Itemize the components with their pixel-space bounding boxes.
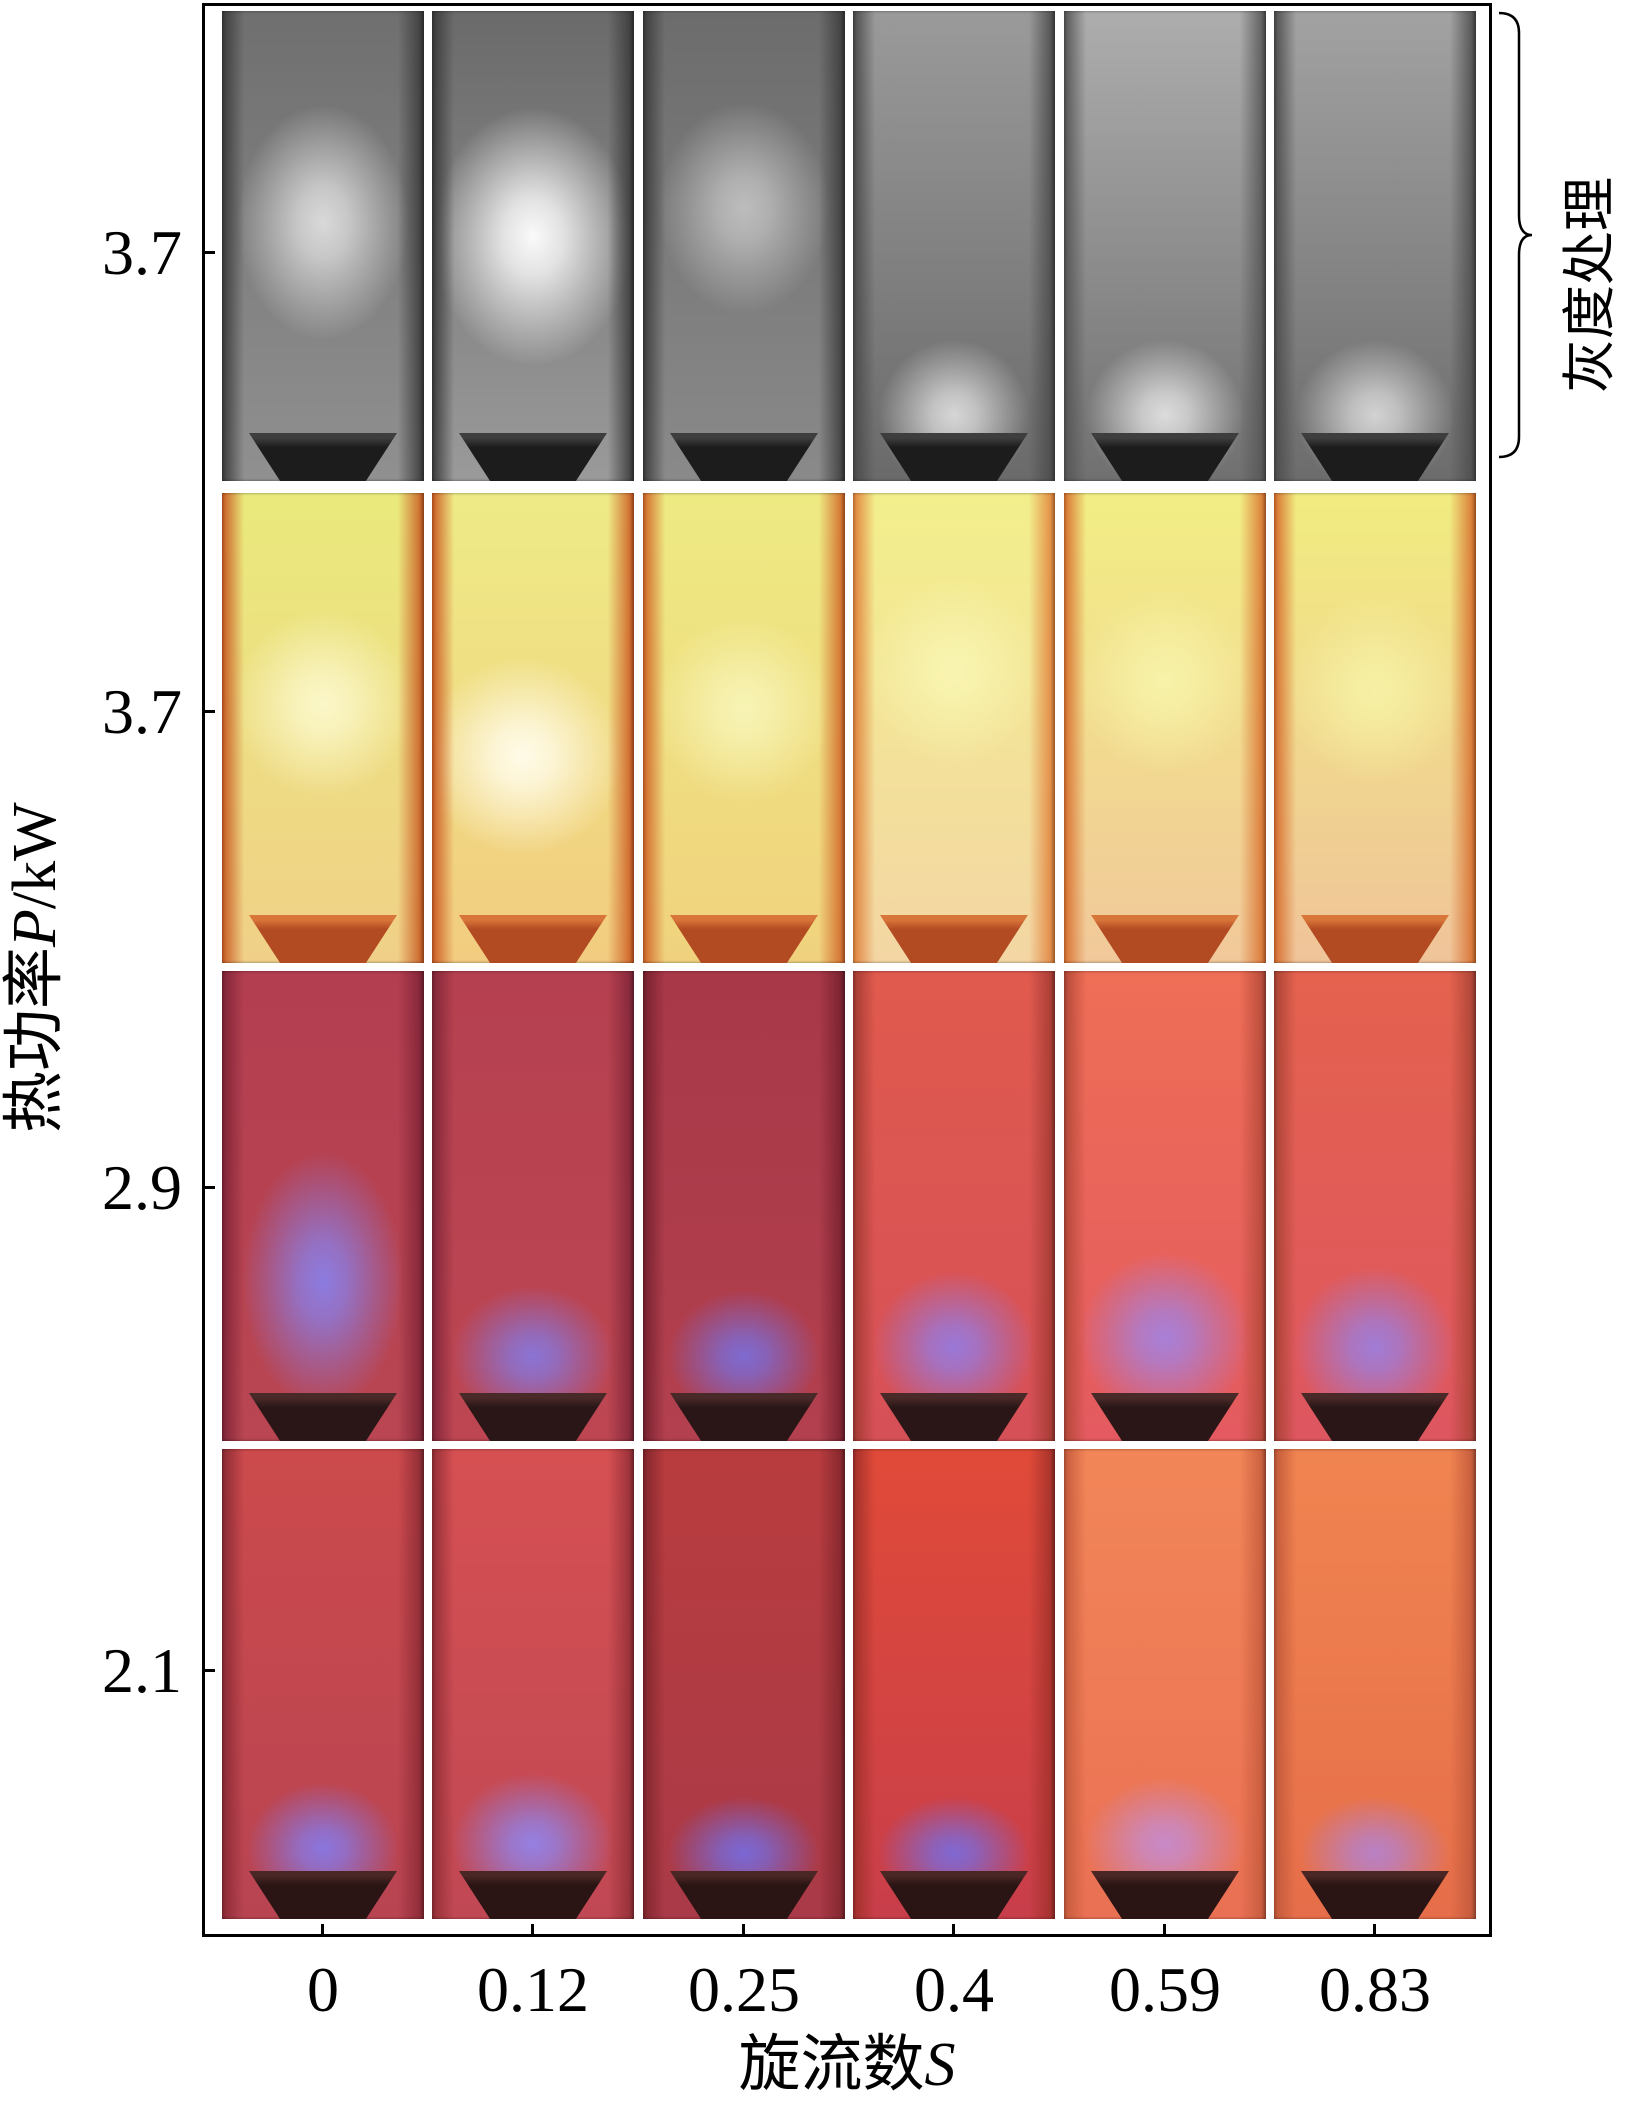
- x-tick-label: 0.59: [1109, 1954, 1221, 2025]
- flame-photo: [222, 11, 424, 481]
- flame-photo: [1274, 493, 1476, 963]
- flame-photo: [1064, 971, 1266, 1441]
- burner-nozzle: [249, 433, 397, 481]
- y-tick-mark: [202, 710, 215, 713]
- burner-nozzle: [880, 1871, 1028, 1919]
- burner-nozzle: [670, 915, 818, 963]
- x-tick-mark: [742, 1924, 745, 1937]
- grayscale-bracket: [1498, 11, 1533, 459]
- flame-photo: [853, 1449, 1055, 1919]
- flame-photo: [1064, 493, 1266, 963]
- y-tick-label: 3.7: [102, 676, 182, 747]
- burner-nozzle: [1091, 433, 1239, 481]
- burner-nozzle: [1301, 1871, 1449, 1919]
- burner-nozzle: [670, 1393, 818, 1441]
- y-axis-title: 热功率P/kW: [1, 802, 69, 1134]
- x-tick-mark: [1163, 1924, 1166, 1937]
- burner-nozzle: [1301, 915, 1449, 963]
- flame-photo: [222, 971, 424, 1441]
- x-tick-mark: [531, 1924, 534, 1937]
- burner-nozzle: [459, 915, 607, 963]
- burner-nozzle: [1301, 1393, 1449, 1441]
- x-tick-label: 0: [307, 1954, 339, 2025]
- burner-nozzle: [670, 1871, 818, 1919]
- burner-nozzle: [459, 1393, 607, 1441]
- burner-nozzle: [459, 433, 607, 481]
- y-tick-mark: [202, 251, 215, 254]
- y-tick-label: 3.7: [102, 217, 182, 288]
- x-axis-title: 旋流数S: [738, 2031, 956, 2099]
- burner-nozzle: [459, 1871, 607, 1919]
- burner-nozzle: [1301, 433, 1449, 481]
- flame-photo: [1064, 1449, 1266, 1919]
- flame-photo: [1274, 1449, 1476, 1919]
- flame-photo: [643, 971, 845, 1441]
- y-tick-mark: [202, 1186, 215, 1189]
- burner-nozzle: [1091, 1393, 1239, 1441]
- x-tick-mark: [321, 1924, 324, 1937]
- flame-photo: [432, 1449, 634, 1919]
- flame-photo: [432, 11, 634, 481]
- flame-photo: [853, 493, 1055, 963]
- flame-photo: [1274, 11, 1476, 481]
- flame-photo: [853, 11, 1055, 481]
- burner-nozzle: [880, 1393, 1028, 1441]
- burner-nozzle: [880, 915, 1028, 963]
- flame-photo: [643, 493, 845, 963]
- x-tick-label: 0.25: [688, 1954, 800, 2025]
- x-tick-mark: [1373, 1924, 1376, 1937]
- x-tick-label: 0.12: [477, 1954, 589, 2025]
- grayscale-label: 灰度处理: [1560, 177, 1620, 393]
- x-tick-mark: [952, 1924, 955, 1937]
- flame-photo: [432, 493, 634, 963]
- plot-frame: [202, 3, 1492, 1937]
- flame-photo: [222, 493, 424, 963]
- flame-photo: [1274, 971, 1476, 1441]
- flame-photo: [1064, 11, 1266, 481]
- burner-nozzle: [249, 915, 397, 963]
- burner-nozzle: [670, 433, 818, 481]
- flame-photo: [643, 1449, 845, 1919]
- flame-photo: [853, 971, 1055, 1441]
- burner-nozzle: [249, 1871, 397, 1919]
- x-tick-label: 0.83: [1319, 1954, 1431, 2025]
- y-tick-mark: [202, 1669, 215, 1672]
- flame-photo: [432, 971, 634, 1441]
- burner-nozzle: [249, 1393, 397, 1441]
- flame-photo: [643, 11, 845, 481]
- burner-nozzle: [1091, 915, 1239, 963]
- burner-nozzle: [880, 433, 1028, 481]
- x-tick-label: 0.4: [914, 1954, 994, 2025]
- flame-photo: [222, 1449, 424, 1919]
- y-tick-label: 2.1: [102, 1635, 182, 1706]
- y-tick-label: 2.9: [102, 1152, 182, 1223]
- burner-nozzle: [1091, 1871, 1239, 1919]
